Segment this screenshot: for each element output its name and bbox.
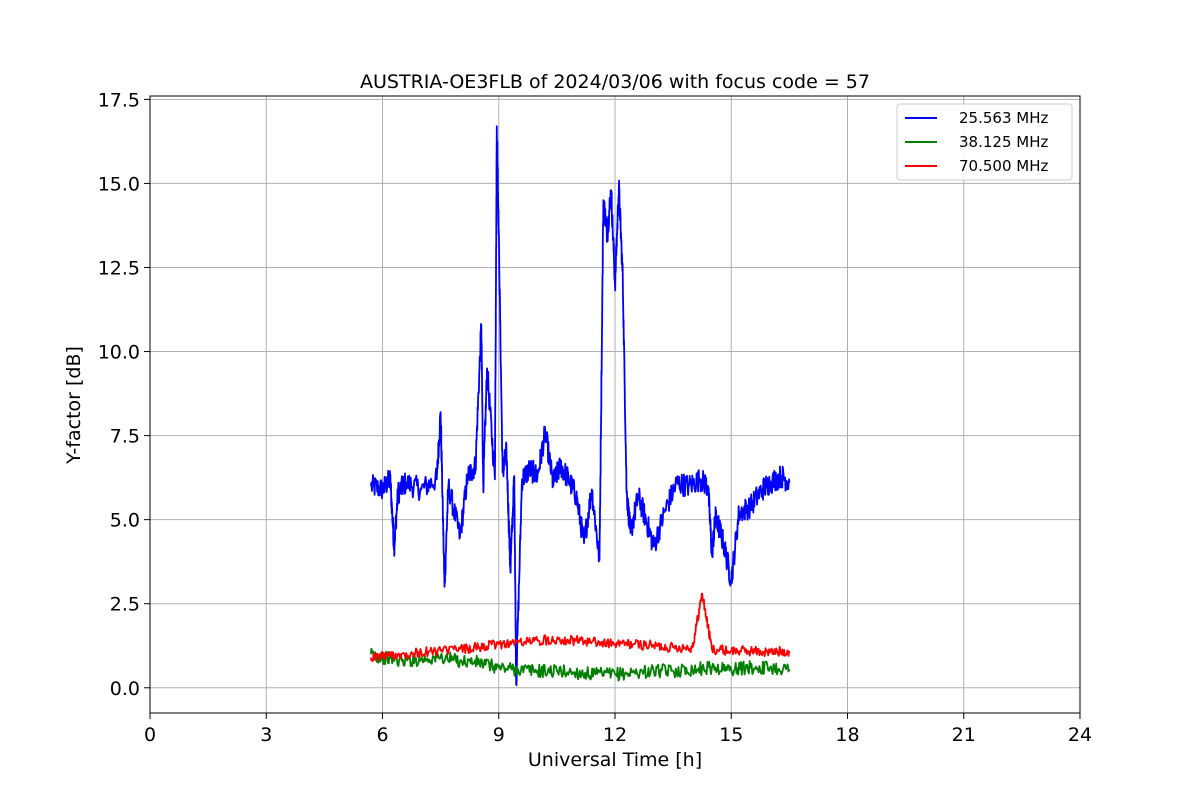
x-tick-label: 21 [952, 724, 976, 746]
series-line-3 [370, 592, 791, 662]
x-tick-label: 0 [144, 724, 156, 746]
x-tick-label: 15 [719, 724, 743, 746]
legend-box [896, 103, 1073, 181]
x-tick-label: 24 [1068, 724, 1092, 746]
y-axis-label: Y-factor [dB] [63, 346, 85, 465]
x-axis-label: Universal Time [h] [528, 749, 702, 771]
series-line-1 [370, 125, 791, 687]
y-tick-label: 2.5 [110, 594, 140, 616]
y-tick-label: 15.0 [98, 173, 140, 195]
y-tick-label: 10.0 [98, 342, 140, 364]
y-tick-label: 12.5 [98, 257, 140, 279]
y-tick-label: 17.5 [98, 89, 140, 111]
y-tick-label: 7.5 [110, 426, 140, 448]
chart-title: AUSTRIA-OE3FLB of 2024/03/06 with focus … [360, 71, 870, 93]
x-axis: 0 3 6 9 12 15 18 21 24 [144, 713, 1092, 746]
legend-label: 38.125 MHz [959, 133, 1048, 151]
x-tick-label: 6 [376, 724, 388, 746]
x-tick-label: 12 [603, 724, 627, 746]
y-axis: 0.0 2.5 5.0 7.5 10.0 12.5 15.0 17.5 [98, 89, 150, 700]
legend-label: 25.563 MHz [959, 109, 1048, 127]
x-tick-label: 9 [493, 724, 505, 746]
x-tick-label: 3 [260, 724, 272, 746]
x-tick-label: 18 [835, 724, 859, 746]
y-tick-label: 0.0 [110, 678, 140, 700]
y-tick-label: 5.0 [110, 510, 140, 532]
series-layer [370, 125, 791, 687]
legend-label: 70.500 MHz [959, 157, 1048, 175]
legend: 25.563 MHz 38.125 MHz 70.500 MHz [896, 103, 1073, 181]
series-line-2 [370, 647, 791, 682]
